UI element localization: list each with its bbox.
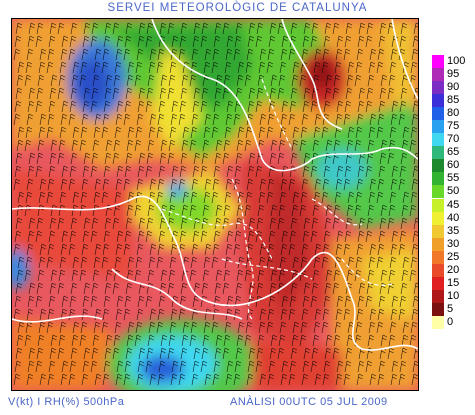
legend-label: 85 bbox=[447, 94, 460, 107]
legend-label: 90 bbox=[447, 81, 460, 94]
legend-label: 15 bbox=[447, 276, 460, 289]
legend-label: 35 bbox=[447, 224, 460, 237]
legend-swatch bbox=[432, 198, 444, 212]
legend-label: 25 bbox=[447, 250, 460, 263]
legend-swatch bbox=[432, 185, 444, 199]
legend-swatch bbox=[432, 250, 444, 264]
legend-swatch bbox=[432, 133, 444, 147]
legend-row: 15 bbox=[430, 276, 475, 290]
weather-map bbox=[11, 18, 419, 391]
legend-row: 65 bbox=[430, 146, 475, 160]
legend-row: 50 bbox=[430, 185, 475, 199]
legend-label: 30 bbox=[447, 237, 460, 250]
legend: 100 95 90 85 80 75 70 65 60 55 50 45 40 35 30 25 20 15 10 5… bbox=[430, 55, 475, 329]
legend-swatch bbox=[432, 263, 444, 277]
legend-swatch bbox=[432, 172, 444, 186]
legend-row: 60 bbox=[430, 159, 475, 173]
legend-swatch bbox=[432, 81, 444, 95]
legend-swatch bbox=[432, 107, 444, 121]
map-title: SERVEI METEOROLÒGIC DE CATALUNYA bbox=[107, 2, 368, 14]
legend-row: 10 bbox=[430, 289, 475, 303]
legend-row: 90 bbox=[430, 81, 475, 95]
footer-variables: V(kt) I RH(%) 500hPa bbox=[8, 396, 125, 408]
legend-label: 0 bbox=[447, 315, 454, 328]
legend-row: 80 bbox=[430, 107, 475, 121]
legend-label: 55 bbox=[447, 172, 460, 185]
legend-swatch bbox=[432, 120, 444, 134]
legend-row: 30 bbox=[430, 237, 475, 251]
legend-label: 20 bbox=[447, 263, 460, 276]
legend-label: 100 bbox=[447, 55, 466, 67]
legend-label: 50 bbox=[447, 185, 460, 198]
wind-barb-paths bbox=[13, 22, 418, 386]
legend-label: 70 bbox=[447, 133, 460, 146]
legend-swatch bbox=[432, 276, 444, 290]
legend-label: 5 bbox=[447, 302, 454, 315]
legend-row: 25 bbox=[430, 250, 475, 264]
footer-analysis-time: ANÀLISI 00UTC 05 JUL 2009 bbox=[230, 396, 388, 408]
legend-row: 0 bbox=[430, 315, 475, 329]
legend-row: 95 bbox=[430, 68, 475, 82]
legend-swatch bbox=[432, 315, 444, 329]
legend-swatch bbox=[432, 211, 444, 225]
legend-swatch bbox=[432, 94, 444, 108]
legend-row: 20 bbox=[430, 263, 475, 277]
legend-label: 95 bbox=[447, 68, 460, 81]
legend-row: 35 bbox=[430, 224, 475, 238]
legend-swatch bbox=[432, 55, 444, 68]
legend-label: 60 bbox=[447, 159, 460, 172]
legend-row: 75 bbox=[430, 120, 475, 134]
legend-row: 85 bbox=[430, 94, 475, 108]
legend-swatch bbox=[432, 237, 444, 251]
legend-row: 70 bbox=[430, 133, 475, 147]
legend-row: 100 bbox=[430, 55, 475, 68]
legend-row: 5 bbox=[430, 302, 475, 316]
wind-barbs bbox=[13, 22, 418, 386]
legend-label: 40 bbox=[447, 211, 460, 224]
legend-row: 40 bbox=[430, 211, 475, 225]
borders bbox=[161, 78, 393, 320]
coastlines bbox=[12, 19, 418, 351]
legend-swatch bbox=[432, 68, 444, 82]
legend-swatch bbox=[432, 146, 444, 160]
legend-label: 65 bbox=[447, 146, 460, 159]
legend-swatch bbox=[432, 159, 444, 173]
legend-row: 45 bbox=[430, 198, 475, 212]
legend-swatch bbox=[432, 289, 444, 303]
legend-swatch bbox=[432, 302, 444, 316]
legend-label: 80 bbox=[447, 107, 460, 120]
weather-map-svg bbox=[12, 19, 418, 390]
legend-row: 55 bbox=[430, 172, 475, 186]
legend-swatch bbox=[432, 224, 444, 238]
humidity-field bbox=[12, 19, 418, 390]
legend-label: 45 bbox=[447, 198, 460, 211]
legend-label: 75 bbox=[447, 120, 460, 133]
legend-label: 10 bbox=[447, 289, 460, 302]
